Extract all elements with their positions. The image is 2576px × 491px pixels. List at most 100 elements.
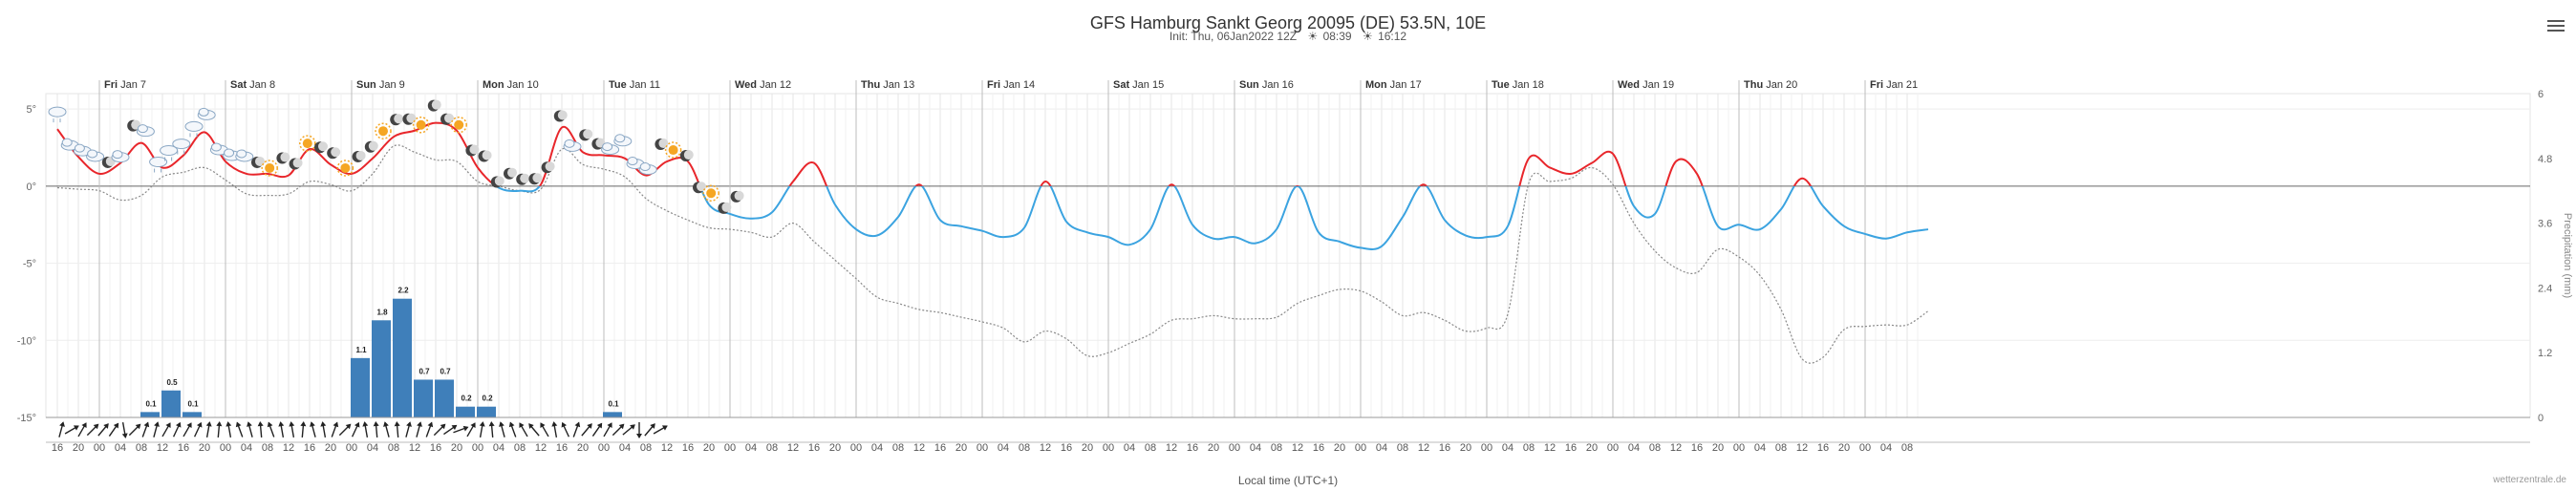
moon-icon bbox=[553, 110, 568, 122]
y2-tick-label: 3.6 bbox=[2538, 219, 2552, 230]
moon-icon bbox=[579, 129, 593, 141]
x-tick-label: 08 bbox=[1271, 442, 1282, 454]
x-tick-label: 04 bbox=[745, 442, 757, 454]
cloud-icon bbox=[563, 139, 582, 152]
day-label: Tue Jan 11 bbox=[609, 79, 660, 91]
wind-arrow-icon bbox=[466, 422, 476, 438]
sunrise-icon: ☀ bbox=[1307, 30, 1319, 43]
x-tick-label: 12 bbox=[1418, 442, 1429, 454]
cloud-icon bbox=[638, 162, 657, 176]
moon-icon bbox=[693, 181, 706, 194]
x-tick-label: 08 bbox=[262, 442, 273, 454]
x-tick-label: 12 bbox=[535, 442, 547, 454]
x-tick-label: 16 bbox=[52, 442, 63, 454]
chart-subtitle: Init: Thu, 06Jan2022 12Z ☀ 08:39 ☀ 16:12 bbox=[0, 30, 2576, 43]
day-label: Thu Jan 20 bbox=[1744, 79, 1797, 91]
cloud-icon bbox=[209, 142, 228, 156]
temperature-line-above-zero bbox=[56, 121, 1813, 186]
wind-arrow-icon bbox=[479, 421, 485, 438]
snow-cloud-icon bbox=[160, 144, 179, 161]
wind-arrow-icon bbox=[64, 425, 79, 435]
x-tick-label: 08 bbox=[1901, 442, 1913, 454]
x-tick-label: 04 bbox=[115, 442, 126, 454]
moon-icon bbox=[655, 139, 669, 151]
wind-arrow-icon bbox=[331, 421, 339, 438]
moon-icon bbox=[718, 202, 732, 214]
x-tick-label: 08 bbox=[766, 442, 778, 454]
x-tick-label: 00 bbox=[346, 442, 357, 454]
day-label: Fri Jan 7 bbox=[104, 79, 146, 91]
day-label: Sat Jan 8 bbox=[230, 79, 275, 91]
x-tick-label: 08 bbox=[640, 442, 652, 454]
moon-icon bbox=[289, 158, 303, 170]
precip-label: 1.8 bbox=[376, 308, 388, 316]
sun-icon bbox=[450, 116, 467, 134]
wind-arrow-icon bbox=[225, 421, 232, 438]
wind-arrow-icon bbox=[193, 421, 203, 438]
wind-arrow-icon bbox=[405, 421, 412, 438]
wind-arrow-icon bbox=[235, 421, 244, 438]
x-tick-label: 20 bbox=[73, 442, 84, 454]
y2-axis-title: Precipitation (mm) bbox=[2562, 213, 2573, 298]
x-tick-label: 20 bbox=[955, 442, 967, 454]
snow-cloud-icon bbox=[172, 139, 191, 155]
y2-tick-label: 0 bbox=[2538, 413, 2544, 424]
moon-icon bbox=[504, 167, 517, 180]
wind-arrow-icon bbox=[488, 421, 495, 438]
x-tick-label: 20 bbox=[829, 442, 841, 454]
wind-arrow-icon bbox=[416, 421, 422, 438]
x-tick-label: 00 bbox=[1103, 442, 1114, 454]
wind-arrow-icon bbox=[267, 421, 275, 438]
x-tick-label: 12 bbox=[661, 442, 673, 454]
sun-icon bbox=[299, 135, 316, 152]
day-label: Thu Jan 13 bbox=[861, 79, 914, 91]
precip-label: 0.1 bbox=[608, 399, 619, 408]
x-tick-label: 12 bbox=[913, 442, 925, 454]
day-label: Sun Jan 9 bbox=[356, 79, 405, 91]
moon-icon bbox=[490, 176, 504, 188]
x-tick-label: 00 bbox=[220, 442, 231, 454]
x-tick-label: 12 bbox=[1166, 442, 1177, 454]
x-tick-label: 00 bbox=[1481, 442, 1492, 454]
wind-arrow-icon bbox=[561, 421, 570, 438]
credit-link[interactable]: wetterzentrale.de bbox=[2493, 475, 2566, 485]
precip-label: 0.2 bbox=[482, 395, 493, 403]
x-tick-label: 16 bbox=[1691, 442, 1703, 454]
x-tick-label: 04 bbox=[1502, 442, 1513, 454]
x-tick-label: 16 bbox=[430, 442, 441, 454]
x-tick-label: 00 bbox=[977, 442, 988, 454]
x-tick-label: 20 bbox=[703, 442, 715, 454]
wind-arrow-icon bbox=[86, 423, 99, 437]
precip-label: 0.7 bbox=[440, 367, 451, 375]
moon-icon bbox=[528, 173, 543, 185]
y2-tick-label: 6 bbox=[2538, 89, 2544, 100]
wind-arrow-icon bbox=[572, 421, 581, 438]
x-tick-label: 16 bbox=[556, 442, 568, 454]
wind-arrow-icon bbox=[425, 421, 434, 438]
wind-arrow-icon bbox=[603, 422, 612, 438]
wind-arrow-icon bbox=[528, 423, 540, 437]
x-tick-label: 00 bbox=[94, 442, 105, 454]
moon-icon bbox=[127, 119, 141, 132]
wind-arrow-icon bbox=[300, 421, 307, 438]
wind-arrow-icon bbox=[581, 423, 592, 437]
wind-arrow-icon bbox=[121, 421, 128, 438]
y-tick-label: 5° bbox=[26, 104, 36, 116]
wind-arrow-icon bbox=[644, 423, 655, 437]
precip-bar bbox=[161, 390, 181, 417]
day-label: Wed Jan 19 bbox=[1618, 79, 1674, 91]
x-tick-label: 00 bbox=[1355, 442, 1366, 454]
x-tick-label: 04 bbox=[1628, 442, 1640, 454]
snow-cloud-icon bbox=[149, 156, 168, 173]
precip-label: 0.1 bbox=[187, 399, 199, 408]
moon-icon bbox=[478, 150, 492, 162]
x-tick-label: 08 bbox=[514, 442, 526, 454]
y2-tick-label: 4.8 bbox=[2538, 154, 2552, 165]
cloud-icon bbox=[73, 143, 92, 157]
x-tick-label: 12 bbox=[1796, 442, 1808, 454]
hamburger-menu-icon[interactable] bbox=[2547, 17, 2565, 32]
y-tick-label: -15° bbox=[17, 413, 36, 424]
moon-icon bbox=[327, 147, 341, 160]
